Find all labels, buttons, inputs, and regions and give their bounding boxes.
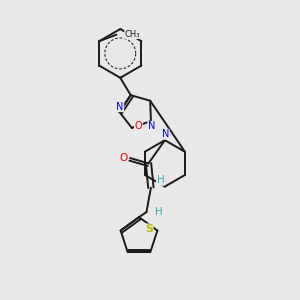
Text: CH₃: CH₃ (125, 30, 140, 39)
Text: N: N (148, 122, 155, 131)
Text: S: S (145, 224, 153, 234)
Text: N: N (116, 102, 124, 112)
Text: O: O (135, 122, 142, 131)
Text: O: O (119, 153, 128, 163)
Text: H: H (155, 207, 163, 217)
Text: N: N (162, 129, 169, 139)
Text: H: H (157, 175, 164, 185)
